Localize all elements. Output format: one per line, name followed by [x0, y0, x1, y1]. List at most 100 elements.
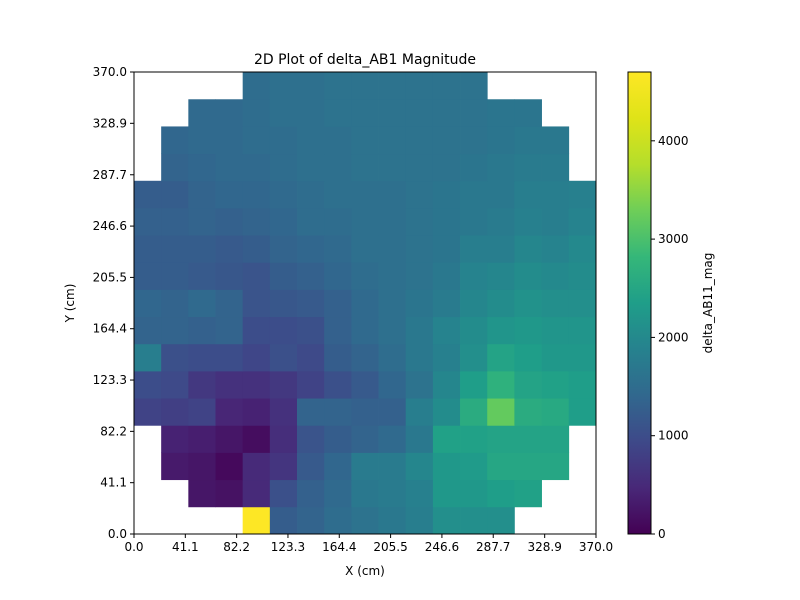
colorbar-ticks: 0 1000 2000 3000 4000 — [651, 134, 689, 541]
heatmap-cell — [487, 425, 515, 453]
colorbar-label: delta_AB11_mag — [701, 253, 715, 354]
heatmap-cell — [351, 72, 379, 100]
x-tick-label: 41.1 — [172, 540, 199, 554]
heatmap-cell — [351, 126, 379, 155]
heatmap-cell — [487, 207, 515, 236]
heatmap-cell — [460, 235, 488, 263]
heatmap-cell — [460, 207, 488, 236]
heatmap-cell — [242, 425, 271, 453]
heatmap-cell — [432, 99, 461, 127]
x-tick-label: 0.0 — [124, 540, 143, 554]
heatmap-cell — [242, 479, 271, 508]
x-tick-label: 82.2 — [223, 540, 250, 554]
heatmap-cell — [405, 370, 434, 399]
heatmap-cell — [405, 479, 434, 508]
heatmap-cell — [487, 316, 515, 345]
heatmap-cell — [514, 479, 542, 508]
heatmap-cell — [297, 153, 325, 182]
heatmap-cell — [297, 207, 325, 236]
heatmap-cell — [541, 207, 570, 236]
heatmap-cell — [487, 343, 515, 372]
heatmap-cell — [215, 235, 244, 263]
heatmap-cell — [541, 452, 570, 481]
heatmap-cell — [378, 153, 407, 182]
heatmap-cell — [405, 99, 434, 127]
heatmap-cell — [378, 479, 407, 508]
heatmap-cell — [161, 289, 189, 318]
heatmap-cell — [161, 153, 189, 182]
heatmap-cell — [378, 506, 407, 535]
y-tick-label: 0.0 — [108, 527, 127, 541]
heatmap-cell — [405, 452, 434, 481]
plot-frame — [133, 71, 597, 535]
colorbar-tick-label: 0 — [658, 527, 666, 541]
heatmap-cell — [297, 398, 325, 426]
heatmap-cell — [297, 72, 325, 100]
heatmap-cell — [188, 99, 216, 127]
heatmap-cell — [541, 343, 570, 372]
heatmap-cell — [351, 289, 379, 318]
heatmap-cell — [134, 343, 162, 372]
heatmap-cell — [297, 235, 325, 263]
heatmap-cell — [405, 343, 434, 372]
heatmap-cell — [161, 425, 189, 453]
heatmap-cell — [460, 126, 488, 155]
x-axis-ticks: 0.0 41.1 82.2 123.3 164.4 205.5 246.6 287.7 328.… — [124, 534, 613, 554]
heatmap-cell — [297, 180, 325, 209]
heatmap-cell — [378, 452, 407, 481]
heatmap-cell — [432, 452, 461, 481]
heatmap-cell — [269, 235, 298, 263]
heatmap-cell — [351, 370, 379, 399]
heatmap-cell — [460, 180, 488, 209]
heatmap-cell — [378, 343, 407, 372]
x-tick-label: 205.5 — [373, 540, 407, 554]
heatmap-cell — [460, 316, 488, 345]
y-tick-label: 123.3 — [93, 373, 127, 387]
heatmap-cell — [487, 289, 515, 318]
heatmap-cell — [460, 153, 488, 182]
colorbar-tick-label: 4000 — [658, 134, 689, 148]
heatmap-cell — [351, 180, 379, 209]
heatmap-cell — [188, 180, 216, 209]
heatmap-cell — [242, 506, 271, 535]
colorbar — [627, 71, 652, 535]
heatmap-cell — [378, 289, 407, 318]
heatmap-cell — [378, 126, 407, 155]
heatmap-cell — [242, 180, 271, 209]
heatmap-cell — [514, 289, 542, 318]
heatmap-cell — [460, 452, 488, 481]
heatmap-cell — [215, 262, 244, 290]
heatmap-cell — [215, 126, 244, 155]
heatmap-cell — [297, 506, 325, 535]
heatmap-cell — [432, 180, 461, 209]
x-tick-label: 246.6 — [425, 540, 459, 554]
heatmap-cell — [324, 425, 352, 453]
heatmap-cell — [351, 153, 379, 182]
heatmap-cell — [188, 479, 216, 508]
heatmap-cell — [432, 289, 461, 318]
heatmap-cell — [161, 180, 189, 209]
heatmap-cell — [487, 479, 515, 508]
heatmap-cell — [297, 316, 325, 345]
heatmap-cell — [242, 343, 271, 372]
heatmap-cell — [188, 262, 216, 290]
colorbar-tick-label: 1000 — [658, 429, 689, 443]
heatmap-cell — [460, 289, 488, 318]
heatmap-cell — [514, 262, 542, 290]
heatmap-cell — [242, 72, 271, 100]
heatmap-cell — [324, 452, 352, 481]
heatmap-cell — [351, 316, 379, 345]
heatmap-cell — [188, 153, 216, 182]
heatmap-cell — [269, 506, 298, 535]
heatmap-cell — [541, 235, 570, 263]
heatmap-cell — [215, 99, 244, 127]
heatmap-cell — [460, 262, 488, 290]
heatmap-cell — [351, 425, 379, 453]
heatmap-cell — [487, 99, 515, 127]
heatmap-cell — [188, 235, 216, 263]
heatmap-cell — [324, 398, 352, 426]
heatmap-cell — [269, 72, 298, 100]
heatmap-cell — [188, 289, 216, 318]
heatmap-cell — [351, 479, 379, 508]
heatmap-cell — [405, 153, 434, 182]
